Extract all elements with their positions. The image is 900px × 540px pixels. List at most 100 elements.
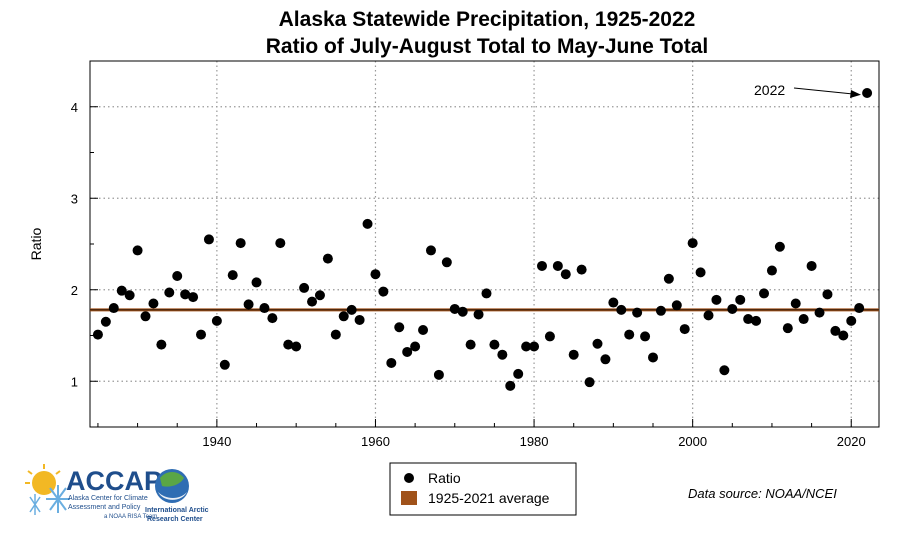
data-point: [814, 307, 825, 318]
y-tick-label: 3: [71, 191, 78, 206]
data-point: [243, 299, 254, 310]
data-point: [711, 294, 722, 305]
data-point: [600, 354, 611, 365]
data-point: [727, 303, 738, 314]
data-point: [679, 324, 690, 335]
data-point: [703, 310, 714, 321]
data-point: [370, 269, 381, 280]
iarc-name-2: Research Center: [147, 516, 203, 523]
data-point: [211, 315, 222, 326]
data-point: [719, 365, 730, 376]
data-point: [283, 339, 294, 350]
data-point: [116, 285, 127, 296]
data-point: [529, 341, 540, 352]
data-point: [505, 380, 516, 391]
data-point: [259, 303, 270, 314]
y-axis-label: Ratio: [28, 227, 44, 260]
data-point: [806, 260, 817, 271]
grid-lines: [90, 61, 879, 427]
data-point: [100, 316, 111, 327]
data-point: [330, 329, 341, 340]
data-point: [251, 277, 262, 288]
x-tick-labels: 1940 1960 1980 2000 2020: [202, 434, 865, 449]
data-point: [227, 270, 238, 281]
data-point: [433, 369, 444, 380]
data-point: [862, 88, 873, 99]
chart-subtitle: Ratio of July-August Total to May-June T…: [266, 35, 709, 58]
sun-snowflake-icon: [25, 464, 70, 515]
data-point: [536, 260, 547, 271]
y-tick-label: 2: [71, 283, 78, 298]
data-point: [790, 298, 801, 309]
accap-logo: ACCAP Alaska Center for Climate Assessme…: [25, 464, 162, 520]
data-point: [624, 329, 635, 340]
accap-wordmark: ACCAP: [66, 466, 162, 496]
data-point: [180, 289, 191, 300]
legend-label-ratio: Ratio: [428, 470, 461, 486]
data-point: [156, 339, 167, 350]
x-tick-label: 1940: [202, 434, 231, 449]
data-point: [140, 311, 151, 322]
legend-marker-ratio: [404, 473, 414, 483]
plot-area: 1940 1960 1980 2000 2020 1 2 3 4: [71, 60, 880, 449]
data-point: [576, 264, 587, 275]
data-point: [782, 323, 793, 334]
data-point: [838, 330, 849, 341]
data-point: [751, 315, 762, 326]
data-point: [766, 265, 777, 276]
x-tick-label: 2000: [678, 434, 707, 449]
data-point: [386, 357, 397, 368]
data-point: [267, 313, 278, 324]
legend-box: [389, 462, 577, 516]
data-point: [275, 238, 286, 249]
data-point: [632, 307, 643, 318]
iarc-name-1: International Arctic: [145, 507, 209, 514]
data-point: [648, 352, 659, 363]
data-point: [362, 218, 373, 229]
data-point: [560, 269, 571, 280]
data-point: [822, 289, 833, 300]
data-source-note: Data source: NOAA/NCEI: [688, 486, 837, 501]
data-point: [338, 311, 349, 322]
accap-tagline-1: Alaska Center for Climate: [68, 495, 148, 502]
data-point: [655, 305, 666, 316]
data-point: [203, 234, 214, 245]
data-point: [671, 300, 682, 311]
data-point: [425, 245, 436, 256]
data-point: [481, 288, 492, 299]
data-point: [299, 282, 310, 293]
data-point: [394, 322, 405, 333]
data-point: [188, 292, 199, 303]
data-point: [346, 304, 357, 315]
legend-label-average: 1925-2021 average: [428, 490, 550, 506]
data-point: [846, 315, 857, 326]
data-point: [608, 297, 619, 308]
data-point: [378, 286, 389, 297]
data-point: [798, 314, 809, 325]
annotation-arrowhead: [850, 90, 861, 98]
annotation-2022: 2022: [754, 82, 861, 98]
accap-tagline-3: a NOAA RISA Team: [104, 514, 157, 520]
data-point: [568, 349, 579, 360]
data-point: [473, 309, 484, 320]
data-point: [235, 238, 246, 249]
data-point: [663, 273, 674, 284]
data-point: [132, 245, 143, 256]
data-point: [465, 339, 476, 350]
data-point: [449, 303, 460, 314]
annotation-arrow-line: [793, 87, 854, 95]
data-point: [854, 303, 865, 314]
accap-tagline-2: Assessment and Policy: [68, 504, 141, 511]
data-point: [402, 346, 413, 357]
data-point: [418, 325, 429, 336]
data-point: [172, 271, 183, 282]
data-point: [592, 338, 603, 349]
x-tick-label: 1980: [520, 434, 549, 449]
data-point: [743, 314, 754, 325]
data-point: [695, 267, 706, 278]
x-tick-label: 1960: [361, 434, 390, 449]
iarc-logo: International Arctic Research Center: [145, 469, 209, 523]
data-point: [164, 287, 175, 298]
data-point: [489, 339, 500, 350]
